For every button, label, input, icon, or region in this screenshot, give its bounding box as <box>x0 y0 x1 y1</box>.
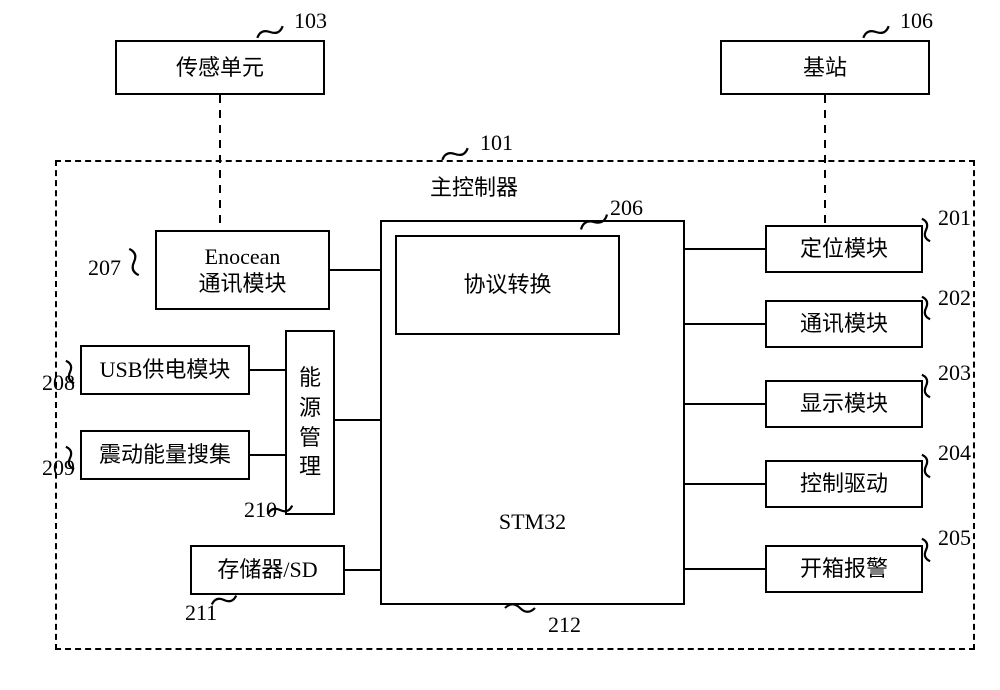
usb-power-box: USB供电模块 <box>80 345 250 395</box>
control-drive-text: 控制驱动 <box>800 470 888 498</box>
enocean-comm-box: Enocean通讯模块 <box>155 230 330 310</box>
control-drive-box: 控制驱动 <box>765 460 923 508</box>
ref-num-101: 101 <box>480 130 513 156</box>
location-module-text: 定位模块 <box>800 235 888 263</box>
display-module-box: 显示模块 <box>765 380 923 428</box>
comm-module-text: 通讯模块 <box>800 310 888 338</box>
ref-num-207: 207 <box>88 255 121 281</box>
sensor-unit-box: 传感单元 <box>115 40 325 95</box>
usb-power-text: USB供电模块 <box>100 356 231 384</box>
storage-sd-box: 存储器/SD <box>190 545 345 595</box>
ref-num-203: 203 <box>938 360 971 386</box>
enocean-comm-text: Enocean通讯模块 <box>198 243 286 298</box>
stm32-text: STM32 <box>499 508 566 536</box>
ref-num-205: 205 <box>938 525 971 551</box>
open-box-alarm-text: 开箱报警 <box>800 555 888 583</box>
vibration-collect-box: 震动能量搜集 <box>80 430 250 480</box>
ref-num-204: 204 <box>938 440 971 466</box>
ref-num-211: 211 <box>185 600 217 626</box>
storage-sd-text: 存储器/SD <box>217 556 317 584</box>
energy-mgmt-box: 能源管理 <box>285 330 335 515</box>
ref-num-212: 212 <box>548 612 581 638</box>
ref-num-209: 209 <box>42 455 75 481</box>
ref-num-202: 202 <box>938 285 971 311</box>
energy-mgmt-text: 能源管理 <box>299 363 321 482</box>
base-station-box: 基站 <box>720 40 930 95</box>
display-module-text: 显示模块 <box>800 390 888 418</box>
location-module-box: 定位模块 <box>765 225 923 273</box>
ref-num-103: 103 <box>294 8 327 34</box>
open-box-alarm-box: 开箱报警 <box>765 545 923 593</box>
main-controller-label: 主控制器 <box>430 170 518 202</box>
ref-num-106: 106 <box>900 8 933 34</box>
ref-num-208: 208 <box>42 370 75 396</box>
ref-num-206: 206 <box>610 195 643 221</box>
sensor-unit-text: 传感单元 <box>176 54 264 82</box>
protocol-convert-text: 协议转换 <box>463 271 551 299</box>
vibration-collect-text: 震动能量搜集 <box>99 441 231 469</box>
ref-num-201: 201 <box>938 205 971 231</box>
protocol-convert-box: 协议转换 <box>395 235 620 335</box>
base-station-text: 基站 <box>803 54 847 82</box>
ref-num-210: 210 <box>244 497 277 523</box>
comm-module-box: 通讯模块 <box>765 300 923 348</box>
